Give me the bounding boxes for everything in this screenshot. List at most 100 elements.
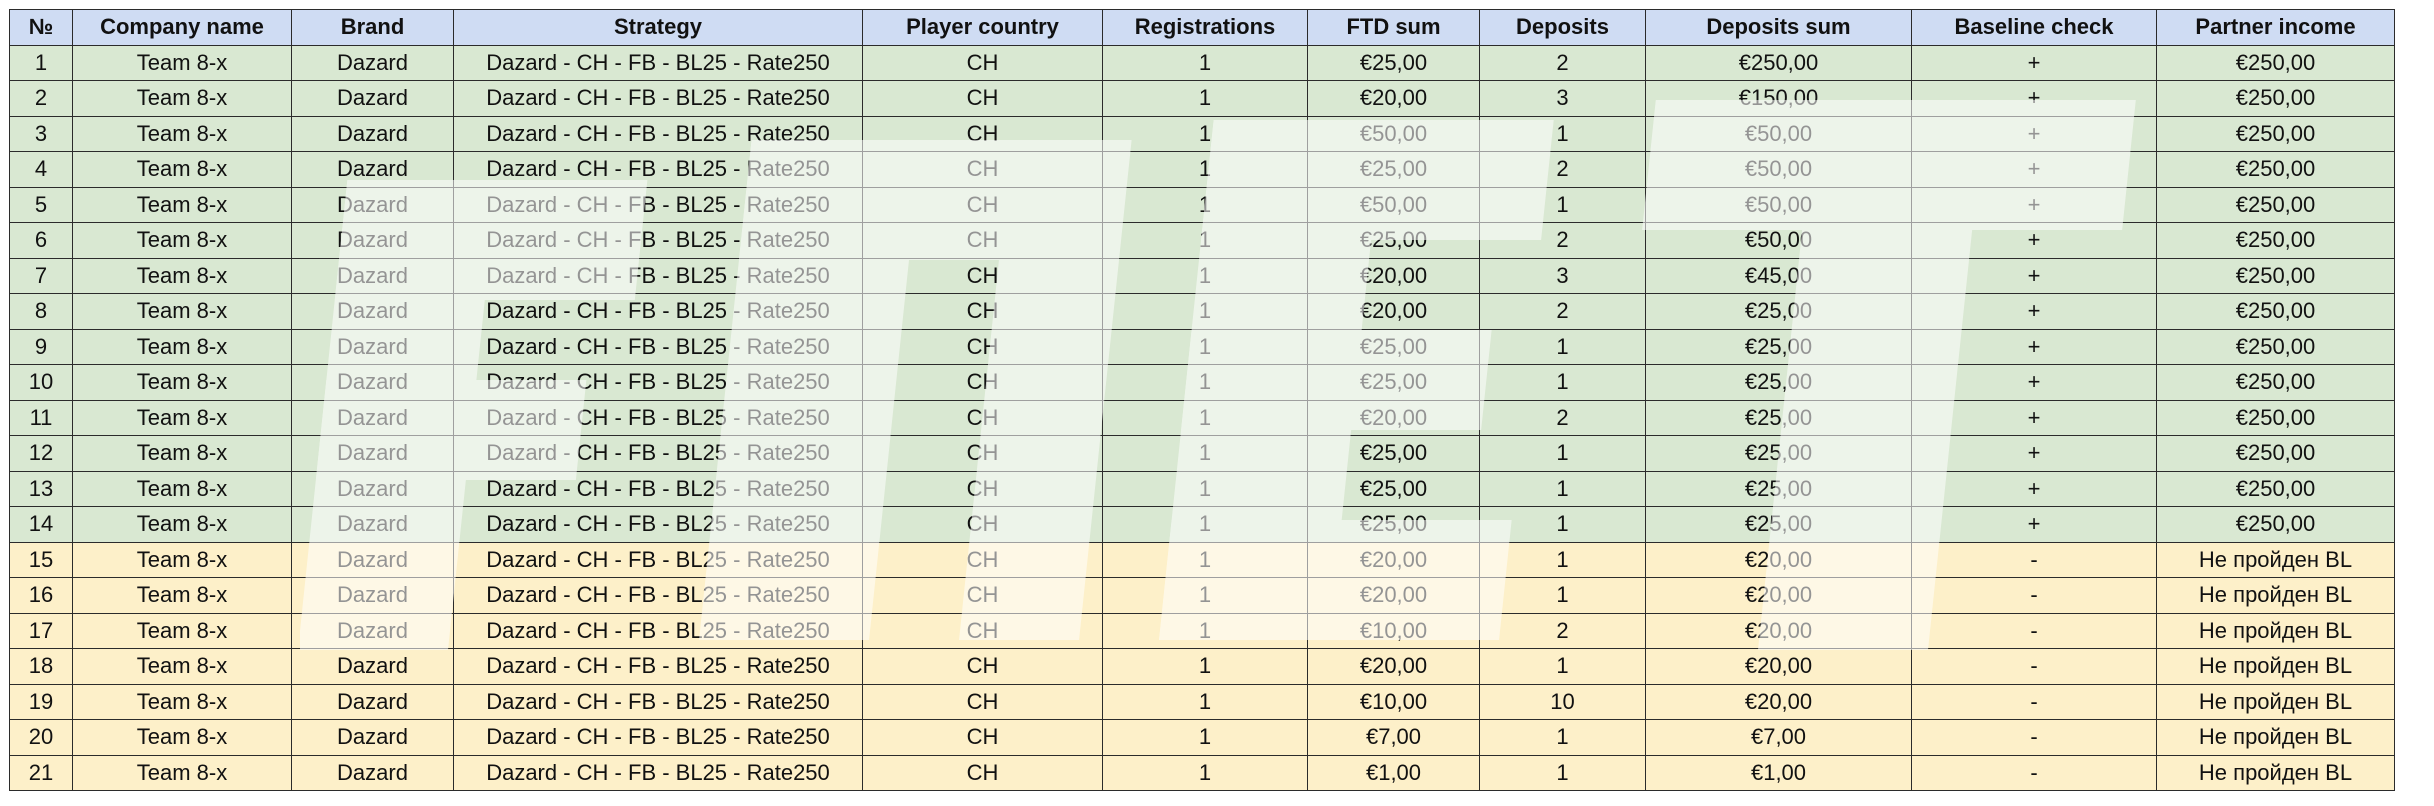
partner-income-cell[interactable]: €250,00 xyxy=(2156,257,2395,294)
row-number-cell[interactable]: 20 xyxy=(9,719,73,756)
brand-cell[interactable]: Dazard xyxy=(291,328,454,365)
deposits-sum-cell[interactable]: €25,00 xyxy=(1645,364,1912,401)
brand-cell[interactable]: Dazard xyxy=(291,186,454,223)
ftd-sum-cell[interactable]: €20,00 xyxy=(1307,293,1480,330)
player-country-cell[interactable]: CH xyxy=(862,328,1103,365)
partner-income-cell[interactable]: Не пройден BL xyxy=(2156,577,2395,614)
company-name-cell[interactable]: Team 8-x xyxy=(72,293,292,330)
deposits-sum-cell[interactable]: €25,00 xyxy=(1645,506,1912,543)
deposits-sum-cell[interactable]: €1,00 xyxy=(1645,754,1912,791)
ftd-sum-cell[interactable]: €50,00 xyxy=(1307,186,1480,223)
baseline-check-cell[interactable]: - xyxy=(1911,612,2157,649)
company-name-cell[interactable]: Team 8-x xyxy=(72,364,292,401)
column-header[interactable]: Strategy xyxy=(453,9,863,46)
ftd-sum-cell[interactable]: €10,00 xyxy=(1307,683,1480,720)
deposits-sum-cell[interactable]: €45,00 xyxy=(1645,257,1912,294)
registrations-cell[interactable]: 1 xyxy=(1102,435,1308,472)
registrations-cell[interactable]: 1 xyxy=(1102,44,1308,81)
registrations-cell[interactable]: 1 xyxy=(1102,470,1308,507)
company-name-cell[interactable]: Team 8-x xyxy=(72,257,292,294)
strategy-cell[interactable]: Dazard - CH - FB - BL25 - Rate250 xyxy=(453,186,863,223)
registrations-cell[interactable]: 1 xyxy=(1102,648,1308,685)
company-name-cell[interactable]: Team 8-x xyxy=(72,719,292,756)
row-number-cell[interactable]: 11 xyxy=(9,399,73,436)
partner-income-cell[interactable]: Не пройден BL xyxy=(2156,754,2395,791)
deposits-sum-cell[interactable]: €25,00 xyxy=(1645,435,1912,472)
brand-cell[interactable]: Dazard xyxy=(291,683,454,720)
row-number-cell[interactable]: 15 xyxy=(9,541,73,578)
deposits-cell[interactable]: 1 xyxy=(1479,115,1646,152)
strategy-cell[interactable]: Dazard - CH - FB - BL25 - Rate250 xyxy=(453,399,863,436)
registrations-cell[interactable]: 1 xyxy=(1102,222,1308,259)
registrations-cell[interactable]: 1 xyxy=(1102,399,1308,436)
strategy-cell[interactable]: Dazard - CH - FB - BL25 - Rate250 xyxy=(453,44,863,81)
brand-cell[interactable]: Dazard xyxy=(291,80,454,117)
strategy-cell[interactable]: Dazard - CH - FB - BL25 - Rate250 xyxy=(453,435,863,472)
partner-income-cell[interactable]: €250,00 xyxy=(2156,151,2395,188)
player-country-cell[interactable]: CH xyxy=(862,80,1103,117)
deposits-cell[interactable]: 1 xyxy=(1479,648,1646,685)
deposits-cell[interactable]: 2 xyxy=(1479,44,1646,81)
company-name-cell[interactable]: Team 8-x xyxy=(72,541,292,578)
company-name-cell[interactable]: Team 8-x xyxy=(72,754,292,791)
company-name-cell[interactable]: Team 8-x xyxy=(72,435,292,472)
registrations-cell[interactable]: 1 xyxy=(1102,364,1308,401)
brand-cell[interactable]: Dazard xyxy=(291,648,454,685)
strategy-cell[interactable]: Dazard - CH - FB - BL25 - Rate250 xyxy=(453,470,863,507)
company-name-cell[interactable]: Team 8-x xyxy=(72,612,292,649)
ftd-sum-cell[interactable]: €20,00 xyxy=(1307,648,1480,685)
deposits-cell[interactable]: 1 xyxy=(1479,470,1646,507)
baseline-check-cell[interactable]: + xyxy=(1911,80,2157,117)
ftd-sum-cell[interactable]: €20,00 xyxy=(1307,399,1480,436)
ftd-sum-cell[interactable]: €25,00 xyxy=(1307,328,1480,365)
row-number-cell[interactable]: 7 xyxy=(9,257,73,294)
deposits-cell[interactable]: 1 xyxy=(1479,186,1646,223)
baseline-check-cell[interactable]: + xyxy=(1911,364,2157,401)
strategy-cell[interactable]: Dazard - CH - FB - BL25 - Rate250 xyxy=(453,648,863,685)
player-country-cell[interactable]: CH xyxy=(862,506,1103,543)
row-number-cell[interactable]: 19 xyxy=(9,683,73,720)
baseline-check-cell[interactable]: + xyxy=(1911,506,2157,543)
baseline-check-cell[interactable]: - xyxy=(1911,683,2157,720)
ftd-sum-cell[interactable]: €50,00 xyxy=(1307,115,1480,152)
deposits-sum-cell[interactable]: €25,00 xyxy=(1645,399,1912,436)
brand-cell[interactable]: Dazard xyxy=(291,293,454,330)
company-name-cell[interactable]: Team 8-x xyxy=(72,399,292,436)
partner-income-cell[interactable]: Не пройден BL xyxy=(2156,719,2395,756)
strategy-cell[interactable]: Dazard - CH - FB - BL25 - Rate250 xyxy=(453,683,863,720)
deposits-sum-cell[interactable]: €7,00 xyxy=(1645,719,1912,756)
baseline-check-cell[interactable]: - xyxy=(1911,754,2157,791)
partner-income-cell[interactable]: €250,00 xyxy=(2156,115,2395,152)
strategy-cell[interactable]: Dazard - CH - FB - BL25 - Rate250 xyxy=(453,364,863,401)
strategy-cell[interactable]: Dazard - CH - FB - BL25 - Rate250 xyxy=(453,80,863,117)
deposits-sum-cell[interactable]: €20,00 xyxy=(1645,683,1912,720)
deposits-sum-cell[interactable]: €50,00 xyxy=(1645,151,1912,188)
deposits-sum-cell[interactable]: €20,00 xyxy=(1645,612,1912,649)
ftd-sum-cell[interactable]: €25,00 xyxy=(1307,44,1480,81)
row-number-cell[interactable]: 17 xyxy=(9,612,73,649)
column-header[interactable]: Deposits xyxy=(1479,9,1646,46)
ftd-sum-cell[interactable]: €10,00 xyxy=(1307,612,1480,649)
brand-cell[interactable]: Dazard xyxy=(291,719,454,756)
row-number-cell[interactable]: 4 xyxy=(9,151,73,188)
row-number-cell[interactable]: 10 xyxy=(9,364,73,401)
ftd-sum-cell[interactable]: €20,00 xyxy=(1307,257,1480,294)
partner-income-cell[interactable]: Не пройден BL xyxy=(2156,683,2395,720)
brand-cell[interactable]: Dazard xyxy=(291,470,454,507)
baseline-check-cell[interactable]: + xyxy=(1911,293,2157,330)
brand-cell[interactable]: Dazard xyxy=(291,435,454,472)
row-number-cell[interactable]: 6 xyxy=(9,222,73,259)
row-number-cell[interactable]: 14 xyxy=(9,506,73,543)
registrations-cell[interactable]: 1 xyxy=(1102,186,1308,223)
brand-cell[interactable]: Dazard xyxy=(291,612,454,649)
strategy-cell[interactable]: Dazard - CH - FB - BL25 - Rate250 xyxy=(453,506,863,543)
strategy-cell[interactable]: Dazard - CH - FB - BL25 - Rate250 xyxy=(453,151,863,188)
ftd-sum-cell[interactable]: €7,00 xyxy=(1307,719,1480,756)
player-country-cell[interactable]: CH xyxy=(862,754,1103,791)
registrations-cell[interactable]: 1 xyxy=(1102,151,1308,188)
company-name-cell[interactable]: Team 8-x xyxy=(72,115,292,152)
company-name-cell[interactable]: Team 8-x xyxy=(72,506,292,543)
row-number-cell[interactable]: 21 xyxy=(9,754,73,791)
strategy-cell[interactable]: Dazard - CH - FB - BL25 - Rate250 xyxy=(453,222,863,259)
baseline-check-cell[interactable]: + xyxy=(1911,222,2157,259)
